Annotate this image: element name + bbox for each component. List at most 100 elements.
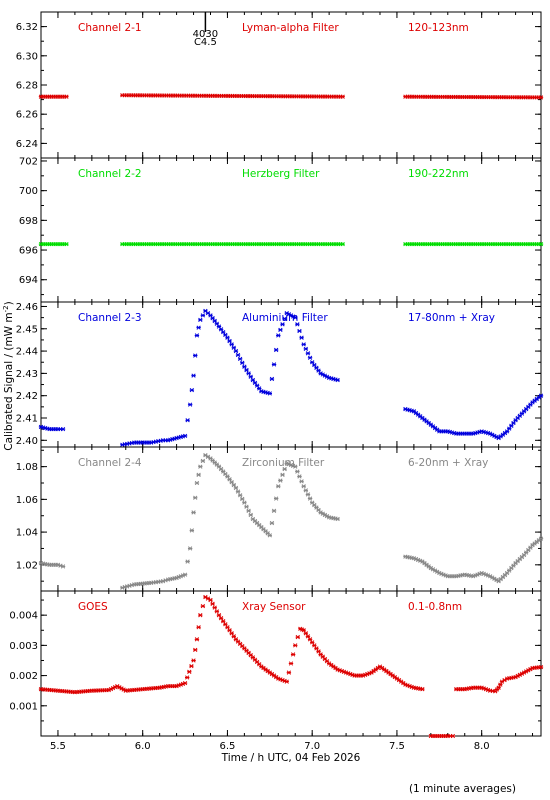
data-point [316, 368, 321, 373]
y-tick-label: 1.06 [16, 495, 38, 506]
data-point [271, 362, 277, 367]
data-point [244, 504, 249, 509]
data-point [227, 338, 232, 344]
x-tick-label: 5.5 [50, 741, 66, 752]
y-tick-label: 1.02 [16, 560, 38, 571]
y-tick-label: 700 [19, 186, 38, 197]
data-point [200, 313, 206, 318]
x-axis-label: Time / h UTC, 04 Feb 2026 [221, 752, 361, 764]
data-point [314, 646, 319, 651]
data-point [335, 377, 340, 383]
data-point [189, 663, 194, 669]
data-point [278, 478, 283, 483]
data-point [242, 364, 247, 369]
data-point [538, 95, 544, 100]
data-point [233, 485, 239, 491]
data-point [246, 508, 251, 513]
data-point [254, 383, 260, 388]
data-point [225, 625, 230, 630]
data-point [182, 572, 188, 577]
data-point [218, 327, 224, 332]
y-tick-label: 0.001 [9, 701, 38, 712]
data-point [64, 94, 69, 99]
data-point [301, 484, 306, 489]
panel-name: Channel 2-2 [78, 168, 142, 180]
data-point [340, 241, 345, 247]
data-point [208, 597, 213, 603]
data-point [191, 373, 196, 378]
data-point [233, 348, 239, 354]
data-point [273, 496, 279, 501]
data-point [314, 365, 319, 370]
data-point [189, 528, 195, 533]
data-point [244, 367, 249, 373]
data-point [301, 342, 306, 347]
series-points [38, 308, 544, 447]
series-points [38, 453, 544, 590]
data-point [231, 345, 236, 350]
data-point [225, 335, 230, 340]
data-point [60, 427, 66, 432]
data-point [187, 669, 192, 674]
data-point [187, 402, 193, 407]
series-points [38, 594, 544, 739]
data-point [340, 94, 345, 99]
data-point [212, 318, 217, 324]
data-point [293, 315, 298, 320]
panel-5: 0.001 0.002 0.003 0.004 GOES Xray Sensor 0.1-0… [9, 590, 544, 739]
panel-band: 6-20nm + Xray [408, 457, 488, 469]
data-point [269, 376, 275, 382]
data-point [223, 622, 228, 627]
data-point [282, 466, 287, 472]
y-axis-label: Calibrated Signal / (mW m-2) [2, 301, 15, 450]
data-point [507, 426, 512, 431]
data-point [293, 464, 298, 469]
panel-name: Channel 2-4 [78, 457, 142, 469]
data-point [303, 488, 309, 493]
data-point [305, 634, 311, 639]
data-point [288, 661, 294, 666]
y-tick-label: 1.04 [16, 528, 38, 539]
y-tick-label: 696 [19, 246, 38, 257]
data-point [223, 332, 228, 338]
data-point [189, 387, 195, 393]
data-point [305, 492, 311, 497]
data-point [284, 679, 289, 684]
data-point [248, 512, 253, 518]
data-point [276, 484, 281, 489]
data-point [246, 371, 251, 376]
data-point [250, 377, 256, 383]
data-point [267, 533, 273, 538]
panel-4: 1.02 1.04 1.06 1.08 Channel 2-4 Zirconium Fil… [16, 446, 544, 592]
data-point [235, 352, 241, 358]
data-point [242, 500, 247, 505]
data-point [273, 347, 279, 353]
data-point [194, 333, 200, 338]
data-point [290, 652, 296, 657]
data-point [450, 733, 456, 739]
data-point [196, 472, 201, 477]
event-marker-bottom-label: C4.5 [194, 37, 217, 48]
footnote: (1 minute averages) [409, 783, 516, 795]
data-point [267, 391, 273, 396]
data-point [221, 619, 226, 624]
data-point [182, 433, 188, 438]
data-point [184, 675, 190, 680]
data-point [278, 327, 283, 333]
data-point [295, 322, 300, 327]
data-point [282, 316, 287, 321]
data-point [299, 479, 304, 484]
data-point [231, 482, 236, 488]
data-point [276, 333, 281, 338]
y-tick-label: 0.003 [9, 641, 38, 652]
y-tick-label: 0.004 [9, 611, 38, 622]
x-tick-label: 6.5 [219, 741, 235, 752]
data-point [309, 640, 315, 645]
data-point [309, 360, 315, 365]
data-point [229, 480, 234, 485]
y-tick-label: 702 [19, 156, 38, 167]
data-point [225, 474, 230, 479]
data-point [498, 682, 503, 687]
